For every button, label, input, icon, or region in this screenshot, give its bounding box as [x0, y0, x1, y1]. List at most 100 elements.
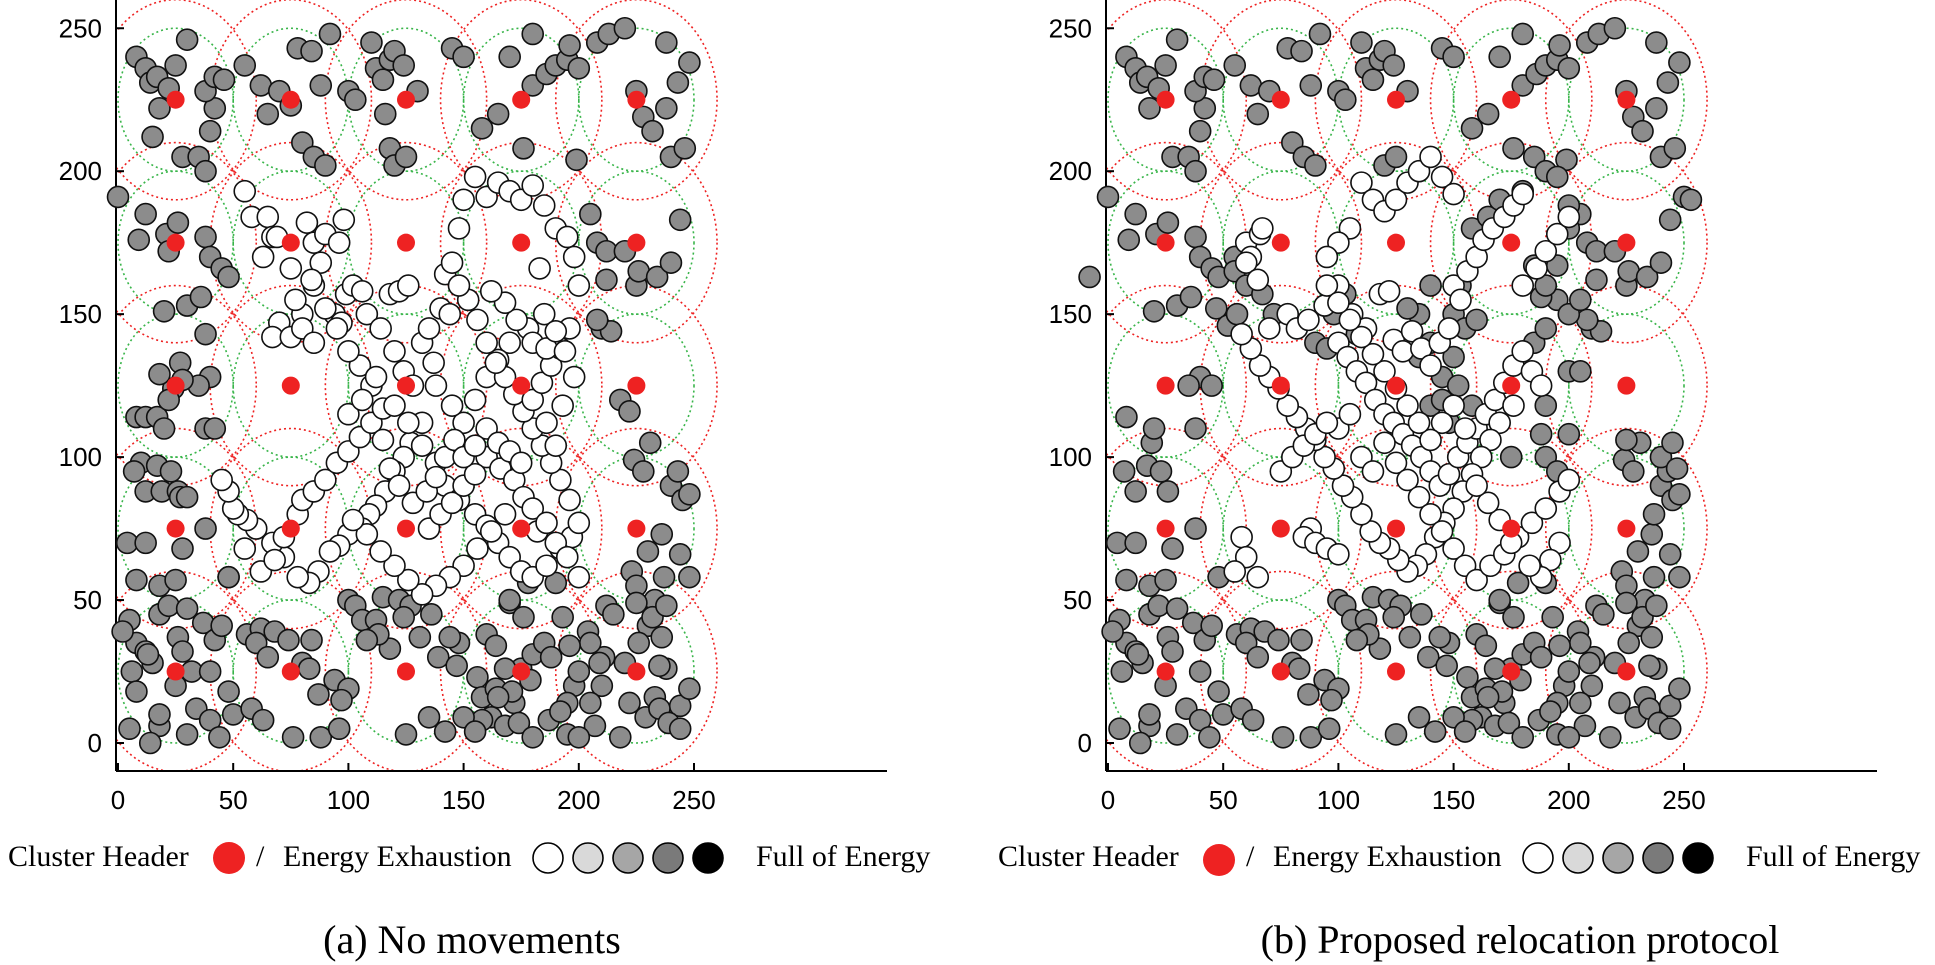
sensor-node-depleted: [1474, 634, 1498, 658]
cluster-range-inner: [578, 27, 695, 172]
sensor-node-exhausted: [332, 208, 356, 232]
sensor-node-depleted: [452, 45, 475, 69]
sensor-node-depleted: [1615, 591, 1638, 615]
sensor-node-depleted: [1138, 97, 1161, 120]
sensor-node-depleted: [1617, 631, 1641, 655]
sensor-node-depleted: [1308, 22, 1332, 46]
x-tick-label: 250: [672, 785, 715, 815]
sensor-node-depleted: [281, 725, 305, 749]
sensor-node-exhausted: [1391, 340, 1415, 363]
sensor-node-depleted: [1569, 288, 1592, 312]
sensor-node-exhausted: [1488, 411, 1511, 435]
cluster-header-marker: [1502, 376, 1521, 395]
sensor-node-depleted: [521, 725, 545, 749]
sensor-node-exhausted: [1248, 354, 1272, 377]
sensor-node-depleted: [1299, 74, 1323, 97]
sensor-node-depleted: [1223, 54, 1247, 77]
sensor-node-depleted: [1177, 374, 1200, 397]
sensor-node-depleted: [408, 625, 432, 649]
cluster-header-marker: [1502, 519, 1521, 538]
sensor-nodes: [1078, 16, 1703, 755]
cluster-header-marker: [1387, 90, 1405, 109]
sensor-node-depleted: [217, 265, 240, 289]
panel-no-movements: 0 50 100 150 200 250 0 50 100 150 200 250: [59, 0, 887, 815]
cluster-header-marker: [281, 376, 300, 395]
sensor-node-depleted: [314, 154, 337, 177]
legend-energy-level-swatch: [612, 842, 644, 874]
sensor-node-depleted: [420, 603, 443, 626]
sensor-node-depleted: [1541, 605, 1564, 629]
sensor-node-depleted: [567, 56, 591, 80]
sensor-node-depleted: [1115, 405, 1138, 429]
legend-energy-level-swatch: [692, 842, 724, 874]
sensor-node-depleted: [1179, 285, 1203, 309]
sensor-node-depleted: [1101, 620, 1124, 643]
sensor-node-depleted: [1631, 119, 1654, 143]
sensor-node-depleted: [164, 568, 187, 592]
sensor-node-exhausted: [521, 174, 545, 197]
legend-energy-level-swatch: [1562, 842, 1594, 874]
sensor-node-exhausted: [1396, 468, 1419, 492]
x-tick-label: 0: [1101, 785, 1115, 815]
cluster-header-marker: [1271, 233, 1290, 252]
sensor-node-depleted: [659, 251, 683, 274]
sensor-node-exhausted: [1315, 411, 1339, 435]
y-tick-label: 250: [1049, 13, 1092, 43]
sensor-node-depleted: [1668, 482, 1691, 506]
sensor-node-depleted: [307, 683, 330, 706]
sensor-node-depleted: [1679, 188, 1703, 212]
sensor-node-depleted: [1557, 660, 1581, 683]
sensor-node-exhausted: [1257, 317, 1281, 340]
cluster-range-outer: [439, 284, 603, 487]
sensor-node-exhausted: [1419, 428, 1442, 452]
sensor-node-depleted: [426, 645, 450, 669]
sensor-node-exhausted: [337, 402, 360, 426]
sensor-node-depleted: [203, 417, 227, 440]
cluster-range-outer: [1429, 284, 1593, 487]
sensor-node-depleted: [565, 148, 588, 172]
sensor-node-depleted: [678, 482, 701, 506]
sensor-node-depleted: [1456, 665, 1479, 689]
cluster-header-marker: [397, 376, 415, 395]
sensor-node-depleted: [625, 591, 648, 615]
sensor-node-depleted: [355, 628, 379, 652]
sensor-node-depleted: [1548, 634, 1571, 658]
sensor-node-depleted: [1649, 251, 1673, 274]
cluster-header-marker: [166, 519, 185, 538]
legend-energy-level-swatch: [1682, 842, 1714, 874]
sensor-node-exhausted: [498, 331, 521, 355]
sensor-node-depleted: [175, 723, 199, 746]
sensor-node-depleted: [618, 400, 641, 423]
sensor-node-depleted: [1165, 28, 1189, 51]
sensor-node-depleted: [141, 125, 164, 149]
sensor-node-exhausted: [1511, 340, 1535, 363]
sensor-node-depleted: [1267, 628, 1290, 652]
x-tick-label: 50: [1209, 785, 1238, 815]
sensor-node-depleted: [194, 159, 217, 183]
sensor-node-depleted: [1488, 588, 1511, 612]
legend-energy-level-swatch: [652, 842, 684, 874]
cluster-header-marker: [281, 519, 300, 538]
sensor-node-exhausted: [1230, 525, 1253, 549]
sensor-node-depleted: [484, 634, 508, 658]
cluster-header-marker: [1156, 233, 1175, 252]
sensor-node-exhausted: [410, 583, 434, 606]
sensor-node-depleted: [1640, 522, 1664, 546]
sensor-node-depleted: [1154, 54, 1177, 77]
cluster-range-outer: [1199, 141, 1363, 344]
sensor-node-depleted: [1442, 45, 1465, 69]
sensor-node-depleted: [1423, 720, 1447, 743]
cluster-range-inner: [462, 27, 580, 172]
sensor-node-depleted: [1435, 654, 1458, 678]
sensor-node-depleted: [1428, 625, 1452, 649]
sensor-node-depleted: [1569, 691, 1592, 715]
cluster-header-marker: [627, 662, 646, 681]
cluster-header-marker: [1502, 233, 1521, 252]
sensor-node-depleted: [1200, 374, 1223, 397]
cluster-range-inner: [117, 599, 235, 744]
cluster-header-marker: [1156, 90, 1175, 109]
y-tick-label: 150: [1049, 299, 1092, 329]
sensor-node-exhausted: [387, 474, 411, 497]
sensor-node-exhausted: [452, 411, 475, 435]
sensor-node-exhausted: [1354, 371, 1378, 395]
